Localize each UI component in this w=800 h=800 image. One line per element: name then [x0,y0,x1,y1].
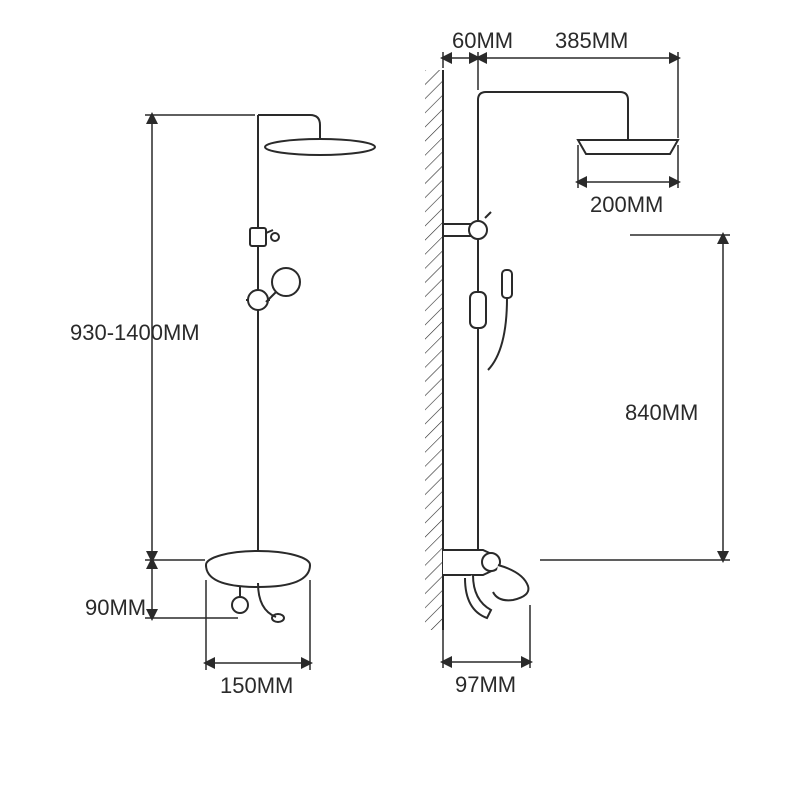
right-view: 60MM 385MM 200MM 840MM 97MM [425,28,730,697]
dim-840: 840MM [625,400,698,425]
dim-200: 200MM [590,192,663,217]
dim-150: 150MM [220,673,293,698]
dim-90: 90MM [85,595,146,620]
dim-97: 97MM [455,672,516,697]
dim-height-range: 930-1400MM [70,320,200,345]
dim-385: 385MM [555,28,628,53]
left-view: 930-1400MM 90MM 150MM [70,115,375,698]
dim-60: 60MM [452,28,513,53]
